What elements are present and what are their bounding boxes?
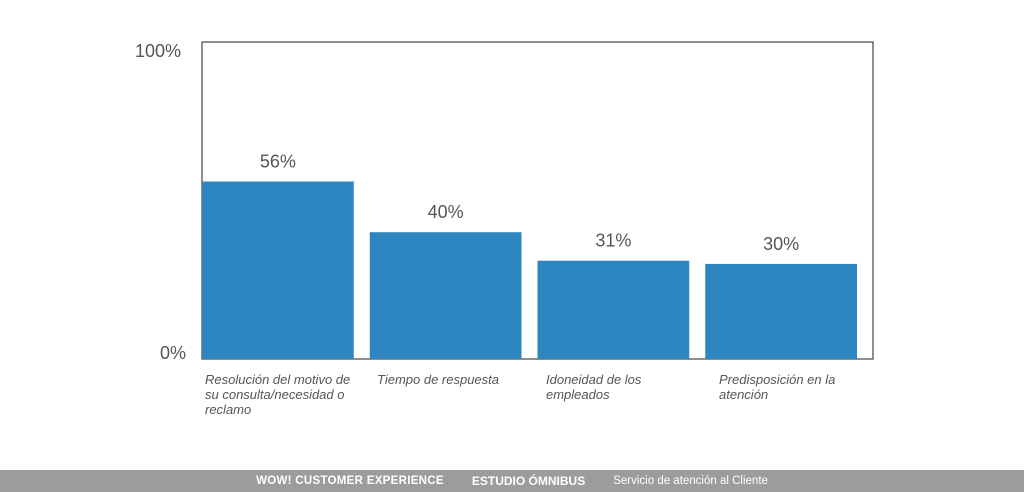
x-category-label: Resolución del motivo de su consulta/nec… bbox=[205, 372, 351, 417]
y-tick-min: 0% bbox=[160, 343, 187, 363]
y-tick-max: 100% bbox=[135, 41, 182, 61]
bar-chart: 56% 40% 31% 30% bbox=[201, 41, 874, 360]
bar bbox=[705, 263, 857, 359]
bar-value-label: 30% bbox=[763, 234, 799, 254]
bar bbox=[369, 232, 522, 359]
x-category-label: Tiempo de respuesta bbox=[377, 372, 500, 387]
x-category-label: Idoneidad de los empleados bbox=[546, 372, 642, 402]
bar bbox=[202, 181, 354, 359]
bar bbox=[537, 260, 690, 359]
bar-value-label: 56% bbox=[260, 151, 296, 171]
footer-bar: WOW! CUSTOMER EXPERIENCE ESTUDIO ÓMNIBUS… bbox=[0, 470, 1024, 492]
study-subject: Servicio de atención al Cliente bbox=[613, 475, 768, 487]
x-category-label: Predisposición en la atención bbox=[719, 372, 836, 402]
bar-value-label: 40% bbox=[428, 202, 464, 222]
study-name: ESTUDIO ÓMNIBUS bbox=[471, 474, 586, 488]
bar-value-label: 31% bbox=[595, 231, 631, 251]
brand-logo: WOW! CUSTOMER EXPERIENCE bbox=[256, 475, 444, 487]
